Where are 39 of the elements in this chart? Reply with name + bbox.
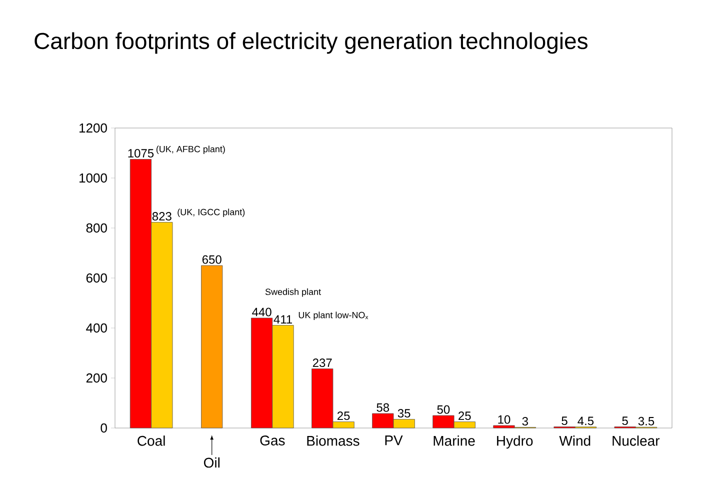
y-tick-label: 1000 bbox=[80, 173, 107, 183]
data-label: 10 bbox=[498, 415, 510, 424]
data-label: 3 bbox=[522, 417, 528, 426]
x-tick-label: Hydro bbox=[497, 436, 533, 449]
data-label: 35 bbox=[398, 409, 410, 418]
x-tick-label: Coal bbox=[138, 436, 165, 446]
y-tick-label: 200 bbox=[86, 373, 107, 383]
annotation: UK plant low-NO$_{x}$ bbox=[298, 312, 368, 320]
x-tick-label: PV bbox=[385, 436, 403, 446]
data-label: 25 bbox=[337, 412, 350, 420]
data-label: 4.5 bbox=[578, 416, 594, 426]
y-tick-label: 0 bbox=[100, 423, 107, 433]
data-label: 25 bbox=[458, 412, 471, 420]
x-tick-label: Biomass bbox=[307, 436, 360, 446]
x-tick-label: Oil bbox=[204, 457, 220, 468]
data-label: 5 bbox=[562, 416, 568, 426]
data-label: 58 bbox=[376, 403, 390, 412]
annotation: Swedish plant bbox=[265, 288, 321, 297]
y-tick-label: 800 bbox=[86, 223, 107, 233]
data-label: 823 bbox=[152, 212, 172, 221]
data-label: 50 bbox=[437, 405, 450, 414]
x-tick-label: Nuclear bbox=[612, 436, 660, 446]
bar bbox=[201, 265, 223, 428]
chart-title: Carbon footprints of electricity generation technologies bbox=[34, 32, 588, 54]
x-tick-label: Gas bbox=[260, 436, 285, 446]
y-tick-label: 1200 bbox=[80, 123, 107, 133]
annotation: (UK, IGCC plant) bbox=[178, 208, 245, 218]
y-tick-label: 400 bbox=[86, 323, 107, 333]
x-tick-label: Wind bbox=[559, 436, 590, 446]
y-tick-label: 600 bbox=[86, 273, 107, 283]
data-label: 440 bbox=[252, 308, 272, 316]
data-label: 1075 bbox=[128, 149, 154, 158]
x-tick-label: Marine bbox=[434, 436, 475, 446]
data-label: 650 bbox=[202, 255, 222, 264]
annotation: (UK, AFBC plant) bbox=[156, 146, 225, 154]
data-label: 3.5 bbox=[638, 416, 654, 426]
data-label: 5 bbox=[622, 416, 628, 426]
data-label: 237 bbox=[312, 358, 332, 368]
data-label: 411 bbox=[274, 315, 292, 324]
